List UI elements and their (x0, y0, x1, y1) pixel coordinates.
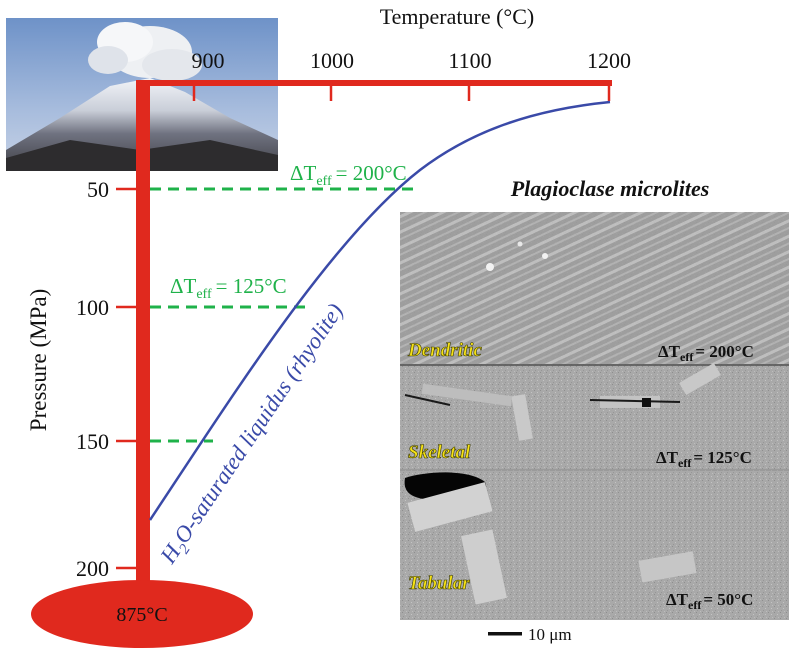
scale-bar: 10 μm (488, 625, 572, 644)
tick-label-1200: 1200 (587, 48, 631, 73)
tick-label-100: 100 (76, 295, 109, 320)
pressure-axis-title: Pressure (MPa) (26, 289, 51, 431)
liquidus-label: H2O-saturated liquidus (rhyolite) (155, 299, 352, 571)
texture-label-tabular: Tabular (408, 573, 470, 594)
tabular-crystals (404, 472, 697, 605)
temperature-axis (136, 80, 612, 101)
undercooling-label-200: ΔTeff = 200°C (290, 161, 407, 189)
panel-undercooling-skeletal: ΔTeff = 125°C (656, 448, 752, 470)
panel-undercooling-tabular: ΔTeff = 50°C (666, 590, 753, 612)
reservoir-temperature: 875°C (116, 604, 167, 626)
tick-label-200: 200 (76, 556, 109, 581)
tick-label-50: 50 (87, 177, 109, 202)
magma-reservoir (31, 580, 253, 648)
temperature-axis-line (136, 80, 612, 86)
pressure-axis (116, 80, 150, 600)
tick-label-1100: 1100 (448, 48, 491, 73)
panel-undercooling-dendritic: ΔTeff = 200°C (658, 342, 754, 364)
texture-label-skeletal: Skeletal (408, 442, 471, 463)
tick-label-900: 900 (192, 48, 225, 73)
texture-label-dendritic: Dendritic (407, 340, 482, 361)
undercooling-lines (150, 187, 420, 443)
conduit-bar (136, 80, 150, 600)
sem-image (400, 212, 789, 620)
skeletal-crystals (404, 362, 721, 441)
scale-bar-line (488, 632, 522, 636)
tick-label-150: 150 (76, 429, 109, 454)
scale-bar-label: 10 μm (528, 625, 572, 644)
microlites-title: Plagioclase microlites (510, 176, 710, 201)
undercooling-label-125: ΔTeff = 125°C (170, 274, 287, 302)
tick-label-1000: 1000 (310, 48, 354, 73)
dendritic-panel (400, 212, 789, 364)
temperature-axis-title: Temperature (°C) (380, 4, 534, 29)
liquidus-curve (148, 100, 611, 521)
